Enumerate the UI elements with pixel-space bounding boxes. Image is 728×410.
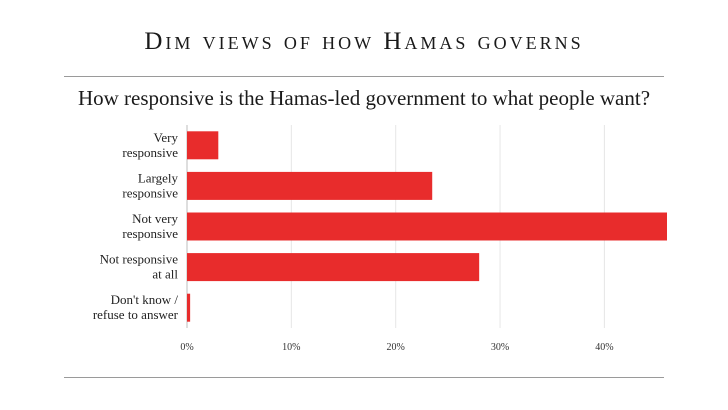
category-label: responsive — [122, 145, 178, 160]
bar — [187, 171, 433, 200]
category-label: Largely — [138, 170, 179, 185]
top-divider — [64, 76, 664, 77]
bar — [187, 253, 480, 282]
bar — [187, 131, 219, 160]
bottom-divider — [64, 377, 664, 378]
category-label: responsive — [122, 226, 178, 241]
x-tick-label: 20% — [387, 342, 405, 353]
category-label: responsive — [122, 185, 178, 200]
category-label: Very — [153, 130, 178, 145]
x-tick-label: 40% — [595, 342, 613, 353]
chart-subtitle: How responsive is the Hamas-led governme… — [77, 86, 651, 110]
category-label: Not responsive — [100, 252, 179, 267]
category-label: refuse to answer — [93, 307, 179, 322]
category-label: Don't know / — [111, 292, 179, 307]
category-label: at all — [152, 267, 178, 282]
bar — [187, 212, 667, 241]
x-tick-label: 30% — [491, 342, 509, 353]
x-tick-label: 0% — [180, 342, 193, 353]
bar — [187, 293, 191, 322]
category-label: Not very — [132, 211, 178, 226]
x-tick-label: 10% — [282, 342, 300, 353]
chart-title: Dim views of how Hamas governs — [144, 28, 584, 55]
